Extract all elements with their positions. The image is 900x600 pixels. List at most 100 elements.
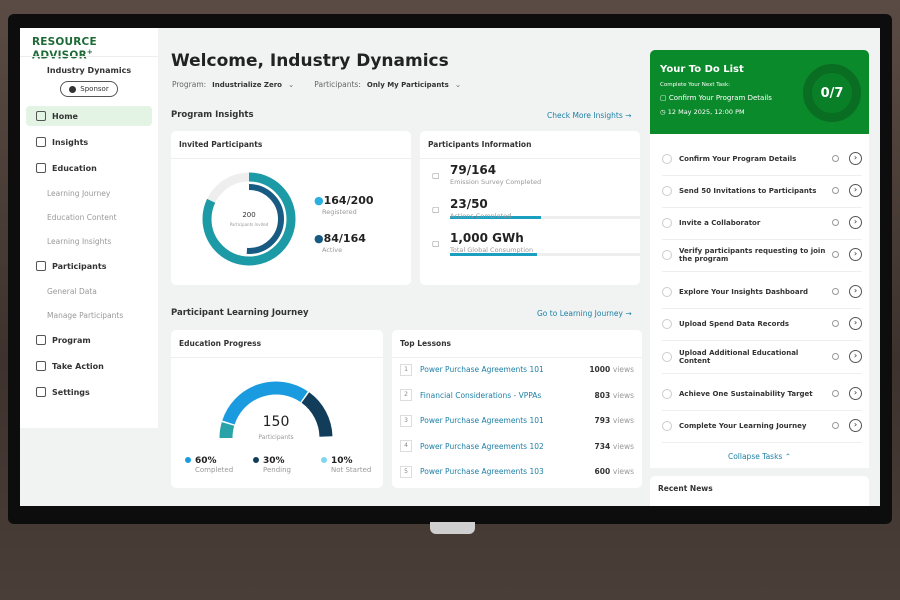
views-label: views — [612, 467, 634, 476]
lesson-link[interactable]: Power Purchase Agreements 103 — [420, 467, 544, 476]
todo-list: Confirm Your Program Details › Send 50 Inv… — [650, 134, 869, 468]
legend-pct: 60% — [195, 456, 217, 466]
participants-label: Participants: — [314, 80, 361, 89]
task-title: Complete Your Learning Journey — [679, 421, 807, 430]
lesson-rank: 2 — [400, 389, 412, 401]
legend-dot — [185, 457, 191, 463]
todo-task[interactable]: Achieve One Sustainability Target › — [662, 377, 862, 411]
sidebar-item-learning-insights[interactable]: Learning Insights — [47, 237, 112, 246]
task-checkbox[interactable] — [662, 318, 672, 329]
lesson-views: 793 views — [595, 416, 634, 425]
lesson-link[interactable]: Financial Considerations - VPPAs — [420, 390, 542, 400]
views-count: 803 — [594, 390, 611, 400]
go-to-learning-journey-link[interactable]: Go to Learning Journey → — [537, 309, 632, 318]
todo-task[interactable]: Complete Your Learning Journey › — [662, 409, 862, 443]
lesson-row[interactable]: 3 Power Purchase Agreements 101 793 views — [400, 408, 634, 433]
legend-item: 60% Completed — [185, 456, 233, 474]
task-checkbox[interactable] — [662, 420, 672, 431]
logo[interactable]: RESOURCE ADVISOR+ — [32, 36, 158, 62]
sidebar-item-manage-participants[interactable]: Manage Participants — [47, 311, 124, 320]
link-label: Go to Learning Journey — [537, 309, 623, 318]
lesson-row[interactable]: 1 Power Purchase Agreements 101 1000 views — [400, 357, 634, 382]
registered-label: Registered — [322, 208, 357, 216]
sidebar-item-take-action[interactable]: Take Action — [26, 356, 152, 376]
sidebar-item-insights[interactable]: Insights — [26, 132, 152, 152]
todo-task[interactable]: Send 50 Invitations to Participants › — [662, 174, 862, 208]
help-icon[interactable] — [832, 320, 839, 327]
task-checkbox[interactable] — [662, 286, 672, 297]
chevron-right-icon[interactable]: › — [849, 248, 862, 261]
donut-center-label: Participants Invited — [230, 222, 269, 227]
todo-progress-value: 0/7 — [820, 85, 844, 101]
registered-arc — [202, 172, 296, 266]
help-icon[interactable] — [832, 155, 839, 162]
task-checkbox[interactable] — [662, 351, 672, 362]
list-icon — [36, 335, 46, 345]
chevron-down-icon[interactable]: ⌄ — [287, 80, 295, 89]
sidebar-item-education[interactable]: Education — [26, 158, 152, 178]
task-checkbox[interactable] — [662, 153, 672, 164]
help-icon[interactable] — [832, 288, 839, 295]
todo-task[interactable]: Explore Your Insights Dashboard › — [662, 275, 862, 309]
sidebar-item-education-content[interactable]: Education Content — [47, 213, 117, 222]
lesson-link[interactable]: Power Purchase Agreements 101 — [420, 416, 544, 425]
chevron-right-icon[interactable]: › — [849, 350, 862, 363]
task-title: Invite a Collaborator — [679, 218, 761, 227]
sidebar-item-learning-journey[interactable]: Learning Journey — [47, 189, 111, 198]
chevron-right-icon[interactable]: › — [849, 387, 862, 400]
chevron-right-icon[interactable]: › — [849, 184, 862, 197]
progress-bar — [450, 253, 640, 256]
views-count: 793 — [594, 416, 611, 425]
chevron-right-icon[interactable]: › — [849, 285, 862, 298]
help-icon[interactable] — [832, 422, 839, 429]
todo-task[interactable]: Upload Additional Educational Content › — [662, 340, 862, 374]
lesson-link[interactable]: Power Purchase Agreements 101 — [420, 365, 544, 374]
lesson-row[interactable]: 2 Financial Considerations - VPPAs 803 vie… — [400, 383, 634, 408]
legend-pct: 10% — [331, 456, 353, 466]
logo-text: RESOURCE ADVISOR — [32, 36, 97, 62]
lesson-views: 1000 views — [589, 365, 634, 374]
lesson-row[interactable]: 4 Power Purchase Agreements 102 734 views — [400, 434, 634, 459]
chevron-right-icon[interactable]: › — [849, 419, 862, 432]
views-count: 1000 — [589, 365, 611, 374]
card-title: Participants Information — [420, 131, 640, 159]
lesson-row[interactable]: 5 Power Purchase Agreements 103 600 views — [400, 459, 634, 484]
collapse-tasks-button[interactable]: Collapse Tasks ⌃ — [650, 452, 869, 461]
info-label: Emission Survey Completed — [450, 178, 542, 186]
next-task[interactable]: ▢ Confirm Your Program Details — [660, 94, 772, 102]
todo-task[interactable]: Verify participants requesting to join t… — [662, 238, 862, 272]
todo-task[interactable]: Invite a Collaborator › — [662, 206, 862, 240]
sidebar-item-home[interactable]: Home — [26, 106, 152, 126]
help-icon[interactable] — [832, 251, 839, 258]
active-arc — [214, 184, 284, 254]
views-label: views — [612, 390, 634, 400]
participants-select[interactable]: Only My Participants — [366, 80, 449, 89]
sidebar-item-settings[interactable]: Settings — [26, 382, 152, 402]
lesson-rank: 1 — [400, 363, 412, 376]
sidebar-item-general-data[interactable]: General Data — [47, 287, 97, 296]
check-more-insights-link[interactable]: Check More Insights → — [547, 111, 631, 120]
lesson-link[interactable]: Power Purchase Agreements 102 — [420, 441, 544, 451]
sidebar-item-participants[interactable]: Participants — [26, 256, 152, 276]
help-icon[interactable] — [832, 390, 839, 397]
section-title: Participant Learning Journey — [171, 308, 309, 318]
sidebar-item-program[interactable]: Program — [26, 330, 152, 350]
task-checkbox[interactable] — [662, 217, 672, 228]
task-title: Send 50 Invitations to Participants — [679, 186, 817, 195]
chevron-up-icon: ⌃ — [784, 452, 792, 461]
todo-task[interactable]: Upload Spend Data Records › — [662, 307, 862, 341]
task-checkbox[interactable] — [662, 388, 672, 399]
arrow-right-icon: → — [625, 309, 632, 318]
chevron-down-icon[interactable]: ⌄ — [454, 80, 462, 89]
todo-task[interactable]: Confirm Your Program Details › — [662, 142, 862, 176]
program-select[interactable]: Industrialize Zero — [212, 80, 282, 89]
task-checkbox[interactable] — [662, 249, 672, 260]
chevron-right-icon[interactable]: › — [849, 216, 862, 229]
help-icon[interactable] — [832, 187, 839, 194]
chevron-right-icon[interactable]: › — [849, 152, 862, 165]
chevron-right-icon[interactable]: › — [849, 317, 862, 330]
help-icon[interactable] — [832, 219, 839, 226]
help-icon[interactable] — [832, 353, 839, 360]
role-label: Sponsor — [80, 85, 109, 93]
task-checkbox[interactable] — [662, 185, 672, 196]
